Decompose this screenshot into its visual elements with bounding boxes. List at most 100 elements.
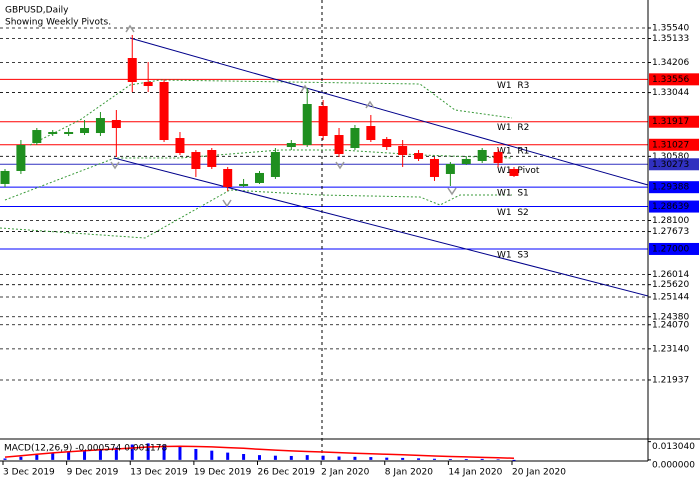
x-tick-label: 8 Jan 2020 <box>385 468 433 478</box>
pivot-price-box <box>649 115 699 128</box>
pivot-price-label: 1.30273 <box>652 160 689 170</box>
candle-body <box>127 58 137 82</box>
macd-bar <box>242 454 246 460</box>
macd-bar <box>19 456 23 460</box>
macd-bar <box>35 454 39 460</box>
candle-body <box>80 128 90 134</box>
pivot-price-label: 1.27000 <box>652 244 689 254</box>
macd-bar <box>146 443 150 460</box>
pivot-price-label: 1.31917 <box>652 117 689 127</box>
macd-bar <box>194 448 198 460</box>
trend-line-upper <box>129 37 649 186</box>
y-tick-label: 1.27673 <box>652 227 689 237</box>
macd-bar <box>98 448 102 460</box>
y-tick-label: 1.35540 <box>652 23 689 33</box>
y-tick-label: 1.21937 <box>652 375 689 385</box>
x-tick-label: 2 Jan 2020 <box>321 468 369 478</box>
candle-body <box>159 81 169 141</box>
macd-bar <box>337 456 341 460</box>
x-tick-label: 3 Dec 2019 <box>3 468 55 478</box>
candle-body <box>382 138 392 148</box>
y-tick-label: 1.28100 <box>652 216 689 226</box>
macd-bar <box>385 457 389 460</box>
y-tick-label: 1.24070 <box>652 320 689 330</box>
candle-body <box>350 128 360 149</box>
y-tick-label: 1.30580 <box>652 152 689 162</box>
macd-bar <box>67 452 71 460</box>
fractal-up <box>365 100 375 109</box>
candle-body <box>286 143 296 148</box>
chart-subtitle: Showing Weekly Pivots. <box>5 18 111 28</box>
macd-bar <box>305 455 309 460</box>
candle-body <box>509 168 519 176</box>
macd-bar <box>162 445 166 460</box>
candle-body <box>64 132 74 135</box>
macd-bar <box>114 447 118 460</box>
macd-bar <box>321 455 325 460</box>
macd-bar <box>432 458 436 460</box>
macd-bar <box>210 450 214 460</box>
fractal-down <box>222 199 232 208</box>
macd-title: MACD(12,26,9) -0.000574 0.001178 <box>4 444 167 454</box>
pivot-price-label: 1.29388 <box>652 183 689 193</box>
y-tick-label: 1.33044 <box>652 88 689 98</box>
chart-title: GBPUSD,Daily <box>5 6 69 16</box>
macd-bar <box>3 458 7 460</box>
candle-body <box>429 158 439 177</box>
pivot-price-label: 1.31027 <box>652 140 689 150</box>
pivot-name: W1 R1 <box>497 146 529 156</box>
pivot-name: W1 S3 <box>497 250 529 260</box>
y-tick-label: 1.34206 <box>652 58 689 68</box>
candle-body <box>95 118 105 134</box>
candle-body <box>191 152 201 169</box>
fractal-up <box>125 24 135 33</box>
fractal-down <box>447 187 457 196</box>
x-tick-label: 19 Dec 2019 <box>194 468 252 478</box>
pivot-name: W1 S1 <box>497 189 529 199</box>
macd-bar <box>51 453 55 460</box>
y-tick-label: 1.25620 <box>652 280 689 290</box>
macd-bar <box>289 455 293 460</box>
macd-y-tick-label: 0.013040 <box>652 442 695 452</box>
macd-bar <box>353 456 357 460</box>
macd-bar <box>178 447 182 460</box>
pivot-price-box <box>649 181 699 194</box>
pivot-price-box <box>649 138 699 151</box>
macd-bar <box>369 457 373 460</box>
pivot-price-box <box>649 73 699 86</box>
pivot-price-box <box>649 158 699 171</box>
pivot-name: W1 R2 <box>497 123 529 133</box>
macd-bar <box>401 457 405 460</box>
macd-bar <box>480 458 484 460</box>
y-tick-label: 1.24380 <box>652 312 689 322</box>
candle-body <box>111 120 121 129</box>
candle-body <box>445 163 455 174</box>
macd-bar <box>258 455 261 460</box>
candle-body <box>0 170 10 184</box>
fractal-down <box>110 161 120 170</box>
candle-body <box>493 152 503 163</box>
macd-bar <box>83 450 87 460</box>
envelope-lower <box>0 189 512 239</box>
fractal-down <box>335 161 345 170</box>
candle-body <box>48 132 58 135</box>
candle-body <box>143 81 153 87</box>
candle-body <box>223 168 233 187</box>
pivot-name: W1 R3 <box>497 81 529 91</box>
candle-body <box>477 149 487 161</box>
x-tick-label: 26 Dec 2019 <box>258 468 316 478</box>
candle-body <box>270 152 280 177</box>
macd-bar <box>273 455 277 460</box>
pivot-price-label: 1.28639 <box>652 202 689 212</box>
candle-body <box>461 158 471 164</box>
y-tick-label: 1.35133 <box>652 34 689 44</box>
candle-body <box>32 130 42 144</box>
macd-bar <box>417 458 421 460</box>
trend-line-lower <box>113 157 649 297</box>
candle-body <box>302 104 312 146</box>
candle-body <box>16 145 26 171</box>
candle-body <box>414 153 424 159</box>
x-tick-label: 13 Dec 2019 <box>130 468 188 478</box>
